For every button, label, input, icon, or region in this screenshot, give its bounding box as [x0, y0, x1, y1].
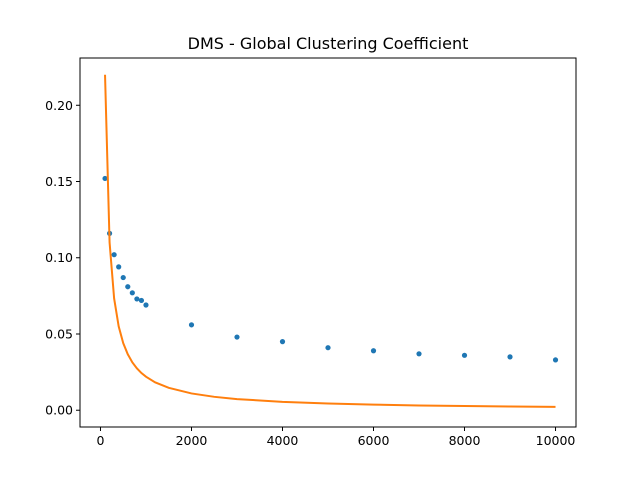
- scatter-point: [279, 339, 286, 345]
- scatter-point: [370, 348, 377, 354]
- x-tick-label: 6000: [358, 433, 390, 448]
- chart-title: DMS - Global Clustering Coefficient: [188, 34, 469, 53]
- y-tick-label: 0.00: [45, 403, 73, 418]
- x-tick-label: 8000: [449, 433, 481, 448]
- x-tick-label: 10000: [536, 433, 576, 448]
- scatter-point: [120, 274, 126, 281]
- scatter-point: [143, 302, 149, 308]
- plot-area: [102, 74, 559, 408]
- y-tick-label: 0.20: [45, 98, 73, 113]
- scatter-point: [234, 334, 240, 340]
- plot-frame: [79, 57, 577, 428]
- scatter-point: [116, 264, 122, 270]
- scatter-point: [461, 352, 468, 358]
- x-axis: 0 2000 4000 6000 8000 10000: [97, 427, 576, 448]
- scatter-point: [125, 284, 131, 290]
- y-tick-label: 0.05: [45, 326, 73, 341]
- scatter-point: [138, 297, 145, 304]
- scatter-point: [507, 354, 513, 360]
- scatter-point: [416, 351, 422, 357]
- scatter-point: [552, 357, 559, 363]
- scatter-point: [111, 252, 117, 258]
- x-tick-label: 4000: [267, 433, 299, 448]
- series-line-1: [104, 74, 556, 408]
- y-axis: 0.00 0.05 0.10 0.15 0.20: [45, 98, 80, 418]
- scatter-point: [325, 345, 331, 351]
- scatter-point: [102, 175, 108, 182]
- y-tick-label: 0.10: [45, 250, 73, 265]
- scatter-point: [129, 290, 135, 296]
- y-tick-label: 0.15: [45, 174, 73, 189]
- x-tick-label: 2000: [176, 433, 208, 448]
- x-tick-label: 0: [97, 433, 105, 448]
- scatter-point: [188, 322, 195, 328]
- scatter-point: [134, 296, 140, 302]
